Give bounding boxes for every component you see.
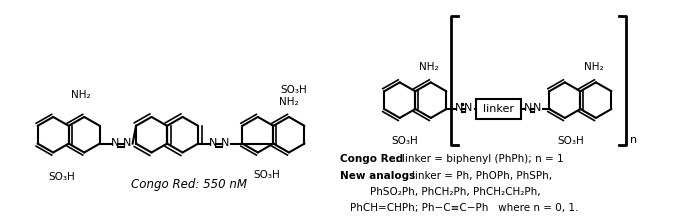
Text: Congo Red: 550 nM: Congo Red: 550 nM [131,178,247,191]
Text: SO₃H: SO₃H [392,136,419,146]
Text: N: N [455,103,464,113]
Bar [476,99,521,119]
Text: PhCH=CHPh; Ph−C≡C−Ph   where n = 0, 1.: PhCH=CHPh; Ph−C≡C−Ph where n = 0, 1. [350,203,578,213]
Text: N: N [533,103,541,113]
Text: N: N [110,138,119,148]
Text: N: N [209,138,217,148]
Text: SO₃H: SO₃H [557,136,584,146]
Text: SO₃H: SO₃H [48,172,75,182]
Text: : linker = Ph, PhOPh, PhSPh,: : linker = Ph, PhOPh, PhSPh, [405,171,552,181]
Text: N: N [221,138,229,148]
Text: Congo Red: Congo Red [340,155,403,164]
Text: n: n [630,135,637,145]
Text: NH₂: NH₂ [584,62,603,73]
Text: linker: linker [483,104,514,114]
Text: PhSO₂Ph, PhCH₂Ph, PhCH₂CH₂Ph,: PhSO₂Ph, PhCH₂Ph, PhCH₂CH₂Ph, [370,187,540,197]
Text: SO₃H: SO₃H [281,85,308,95]
Text: NH₂: NH₂ [279,97,299,107]
Text: N: N [464,103,473,113]
Text: N: N [524,103,532,113]
Text: N: N [123,138,131,148]
Text: : linker = biphenyl (PhPh); n = 1: : linker = biphenyl (PhPh); n = 1 [395,155,563,164]
Text: New analogs: New analogs [340,171,415,181]
Text: SO₃H: SO₃H [253,170,279,180]
Text: NH₂: NH₂ [419,62,438,73]
Text: NH₂: NH₂ [71,90,91,100]
